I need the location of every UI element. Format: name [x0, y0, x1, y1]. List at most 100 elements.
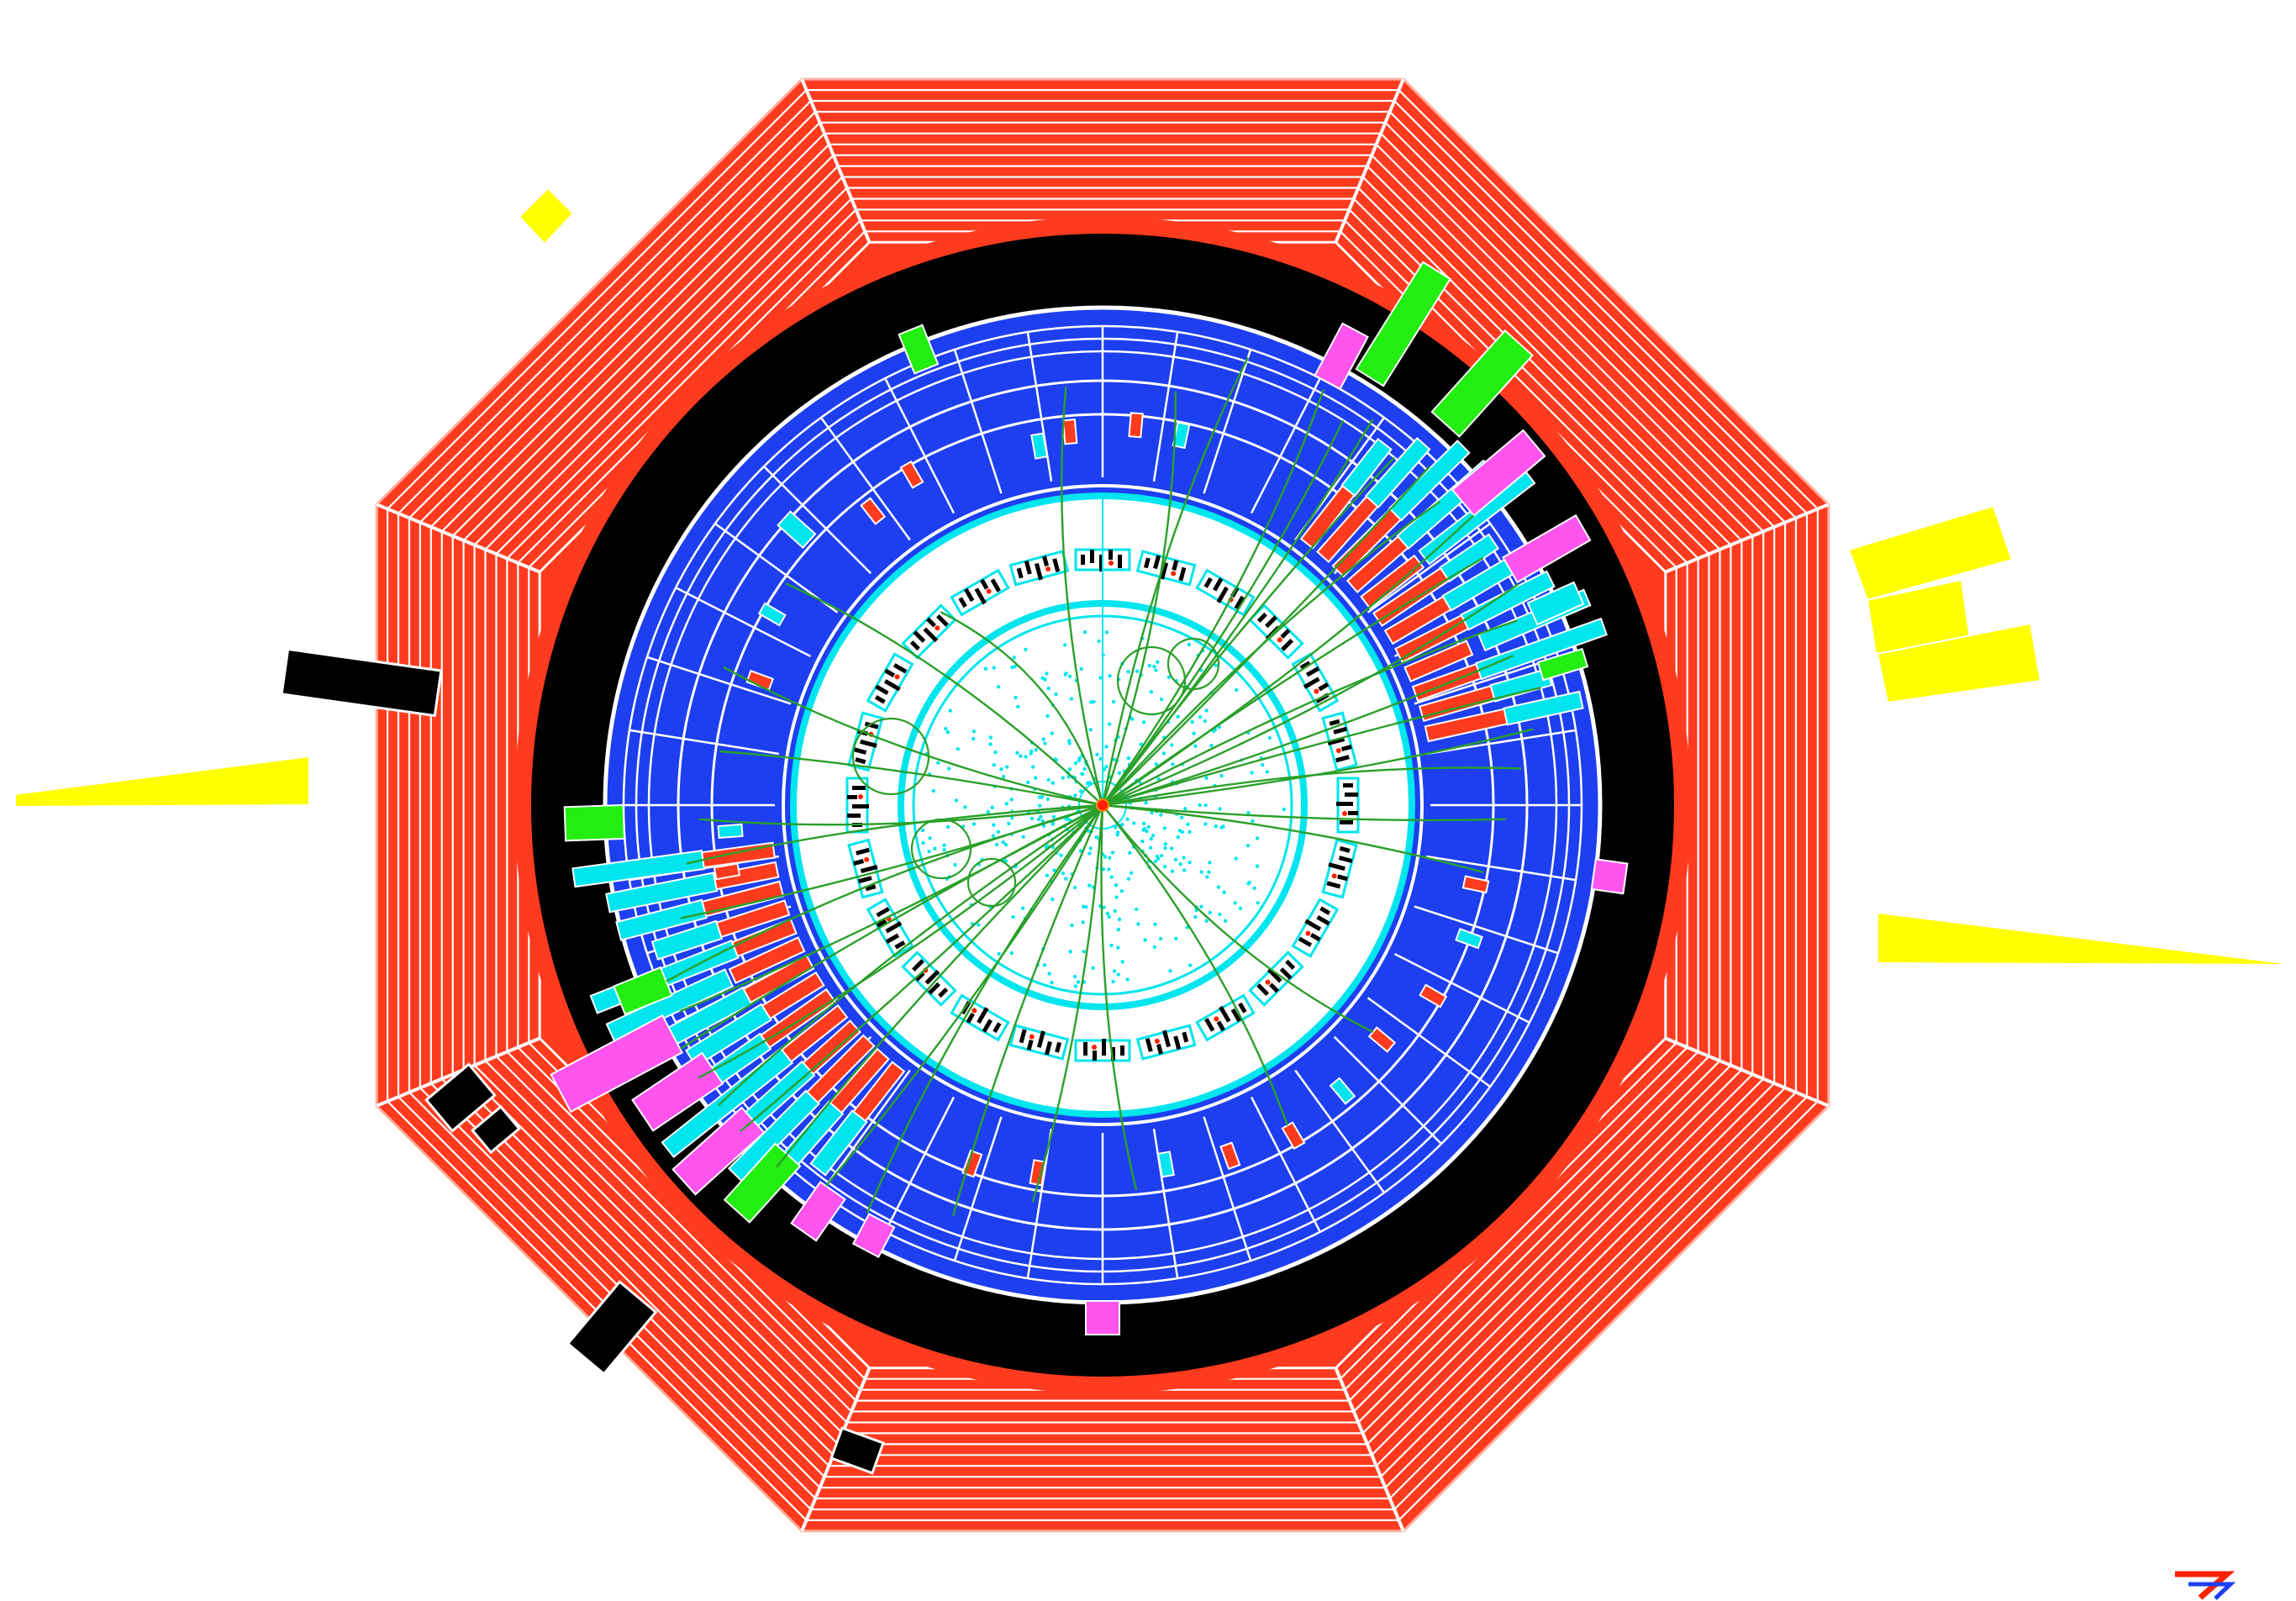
tracker-hit — [1055, 1041, 1062, 1053]
charged-track — [775, 804, 1103, 1168]
vertex-hit — [1203, 822, 1208, 826]
vertex-hit — [942, 843, 946, 847]
small-deposit — [1030, 432, 1049, 460]
charged-track — [1102, 500, 1440, 806]
vertex-hit — [1108, 722, 1112, 726]
jet-tower — [898, 324, 940, 375]
tracker-hit — [1111, 1047, 1115, 1061]
tracker-hit — [1304, 919, 1322, 931]
hcal-segment-line — [1152, 331, 1179, 482]
vertex-hit — [972, 822, 977, 826]
tracker-hit — [1109, 550, 1113, 560]
vertex-hit — [1067, 767, 1072, 772]
charged-track — [1102, 619, 1518, 807]
tracker-hit-red — [1342, 811, 1347, 816]
vertex-hit — [1203, 719, 1208, 724]
vertex-hit — [997, 951, 1001, 956]
tracker-pad — [1291, 898, 1340, 958]
jet-tower — [1502, 513, 1592, 584]
met-marker — [518, 187, 575, 245]
vertex-hit — [1126, 756, 1131, 761]
vertex-hit — [921, 840, 925, 845]
tracker-hit — [1034, 562, 1043, 581]
muon-hit-block — [829, 1426, 885, 1475]
muon-sector-boundary — [1330, 1359, 1405, 1532]
charged-track — [679, 803, 1103, 1013]
tracker-hit — [1081, 555, 1085, 565]
vertex-hit — [1051, 822, 1055, 826]
small-deposit — [1172, 421, 1191, 450]
vertex-hit — [920, 828, 925, 833]
vertex-hit — [1176, 714, 1180, 719]
vertex-hit — [1125, 977, 1130, 982]
vertex-hit — [1255, 864, 1260, 868]
vertex-hit — [1135, 669, 1140, 673]
hcal-segment-line — [629, 729, 779, 756]
tracker-hit — [1285, 959, 1296, 970]
tracker-hit — [1102, 1039, 1106, 1056]
tracker-hit — [1178, 566, 1187, 582]
vertex-hit — [1041, 824, 1046, 828]
vertex-hit — [1204, 776, 1209, 780]
vertex-hit — [1187, 860, 1192, 865]
jet-tower — [723, 1142, 802, 1224]
vertex-hit — [1109, 943, 1114, 948]
vertex-hit — [1024, 755, 1028, 759]
tracker-pad — [901, 603, 957, 660]
vertex-hit — [1126, 670, 1130, 674]
em-deposit — [615, 898, 708, 941]
tracker-hit — [894, 940, 906, 950]
jet-tower — [1430, 329, 1534, 438]
jet-tower — [1536, 647, 1589, 682]
vertex-hit — [1059, 853, 1063, 857]
small-deposit — [1455, 928, 1483, 950]
tracker-hit — [1090, 550, 1094, 563]
charged-track — [1061, 386, 1104, 806]
vertex-hit — [1108, 856, 1112, 860]
vertex-hit — [1169, 846, 1174, 851]
vertex-hit — [1255, 836, 1260, 840]
vertex-hit — [1216, 885, 1221, 889]
tracker-hit — [856, 847, 870, 856]
small-deposit — [717, 823, 744, 839]
tracker-hit — [885, 933, 900, 944]
vertex-hit — [1030, 816, 1035, 821]
vertex-hit — [1040, 819, 1045, 823]
charged-track — [1102, 389, 1325, 806]
vertex-hit — [1068, 674, 1072, 678]
vertex-hit — [994, 842, 999, 847]
vertex-hit — [1010, 665, 1014, 670]
vertex-hit — [1091, 966, 1096, 971]
vertex-hit — [1061, 776, 1066, 780]
tracker-hit — [1216, 586, 1229, 603]
charged-track — [1102, 766, 1522, 807]
small-deposit — [1329, 1077, 1356, 1105]
jet-tower — [1085, 1300, 1120, 1335]
jet-tower — [1590, 858, 1629, 895]
vertex-hit — [1038, 803, 1042, 808]
vertex-hit — [988, 735, 993, 740]
tracker-hit — [1099, 555, 1103, 571]
muon-hit-block — [424, 1062, 497, 1133]
vertex-hit — [1152, 665, 1156, 669]
vertex-hit — [1117, 917, 1122, 922]
tracker-hit-red — [1109, 561, 1114, 566]
vertex-hit — [1045, 671, 1049, 676]
missing-energy-markers — [14, 187, 2296, 966]
vertex-hit — [1012, 656, 1016, 660]
jet-tower — [1314, 322, 1369, 391]
charged-track — [940, 611, 1104, 806]
charged-track — [740, 804, 1103, 1133]
muon-hit-block — [566, 1280, 658, 1376]
vertex-hit — [999, 767, 1003, 772]
vertex-hit — [1182, 868, 1187, 872]
muon-hit-block — [280, 647, 443, 718]
vertex-hit — [1069, 697, 1074, 701]
vertex-hit — [1001, 840, 1005, 845]
tracker-hit — [1339, 845, 1351, 853]
vertex-hit — [1114, 825, 1118, 829]
vertex-hit — [1147, 663, 1151, 668]
vertex-hit — [1051, 814, 1056, 819]
em-deposit — [650, 919, 724, 961]
vertex-hit — [1265, 770, 1270, 774]
